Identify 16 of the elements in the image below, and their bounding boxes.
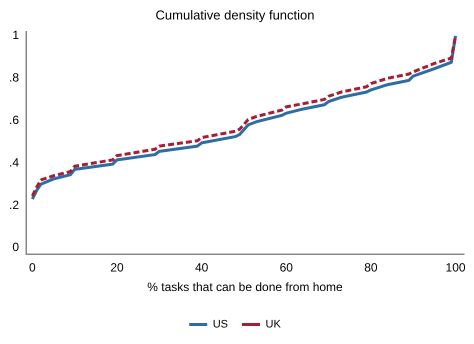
x-tick-label: 100 xyxy=(446,260,466,275)
x-tick-label: 60 xyxy=(280,260,294,275)
chart-title: Cumulative density function xyxy=(156,7,314,22)
y-tick-label: .4 xyxy=(8,155,20,170)
y-tick-label: 0 xyxy=(12,240,20,254)
x-axis-title: % tasks that can be done from home xyxy=(147,280,344,294)
x-tick-label: 0 xyxy=(29,260,36,275)
x-tick-label: 40 xyxy=(194,260,209,275)
y-tick-label: .6 xyxy=(8,112,20,127)
y-tick-label: .2 xyxy=(8,198,20,212)
legend-label: US xyxy=(212,318,228,331)
y-tick-label: 1 xyxy=(12,28,20,42)
x-tick-label: 20 xyxy=(110,260,124,275)
x-tick-label: 80 xyxy=(364,260,378,275)
y-tick-label: .8 xyxy=(8,70,20,85)
legend-label: UK xyxy=(266,318,282,331)
